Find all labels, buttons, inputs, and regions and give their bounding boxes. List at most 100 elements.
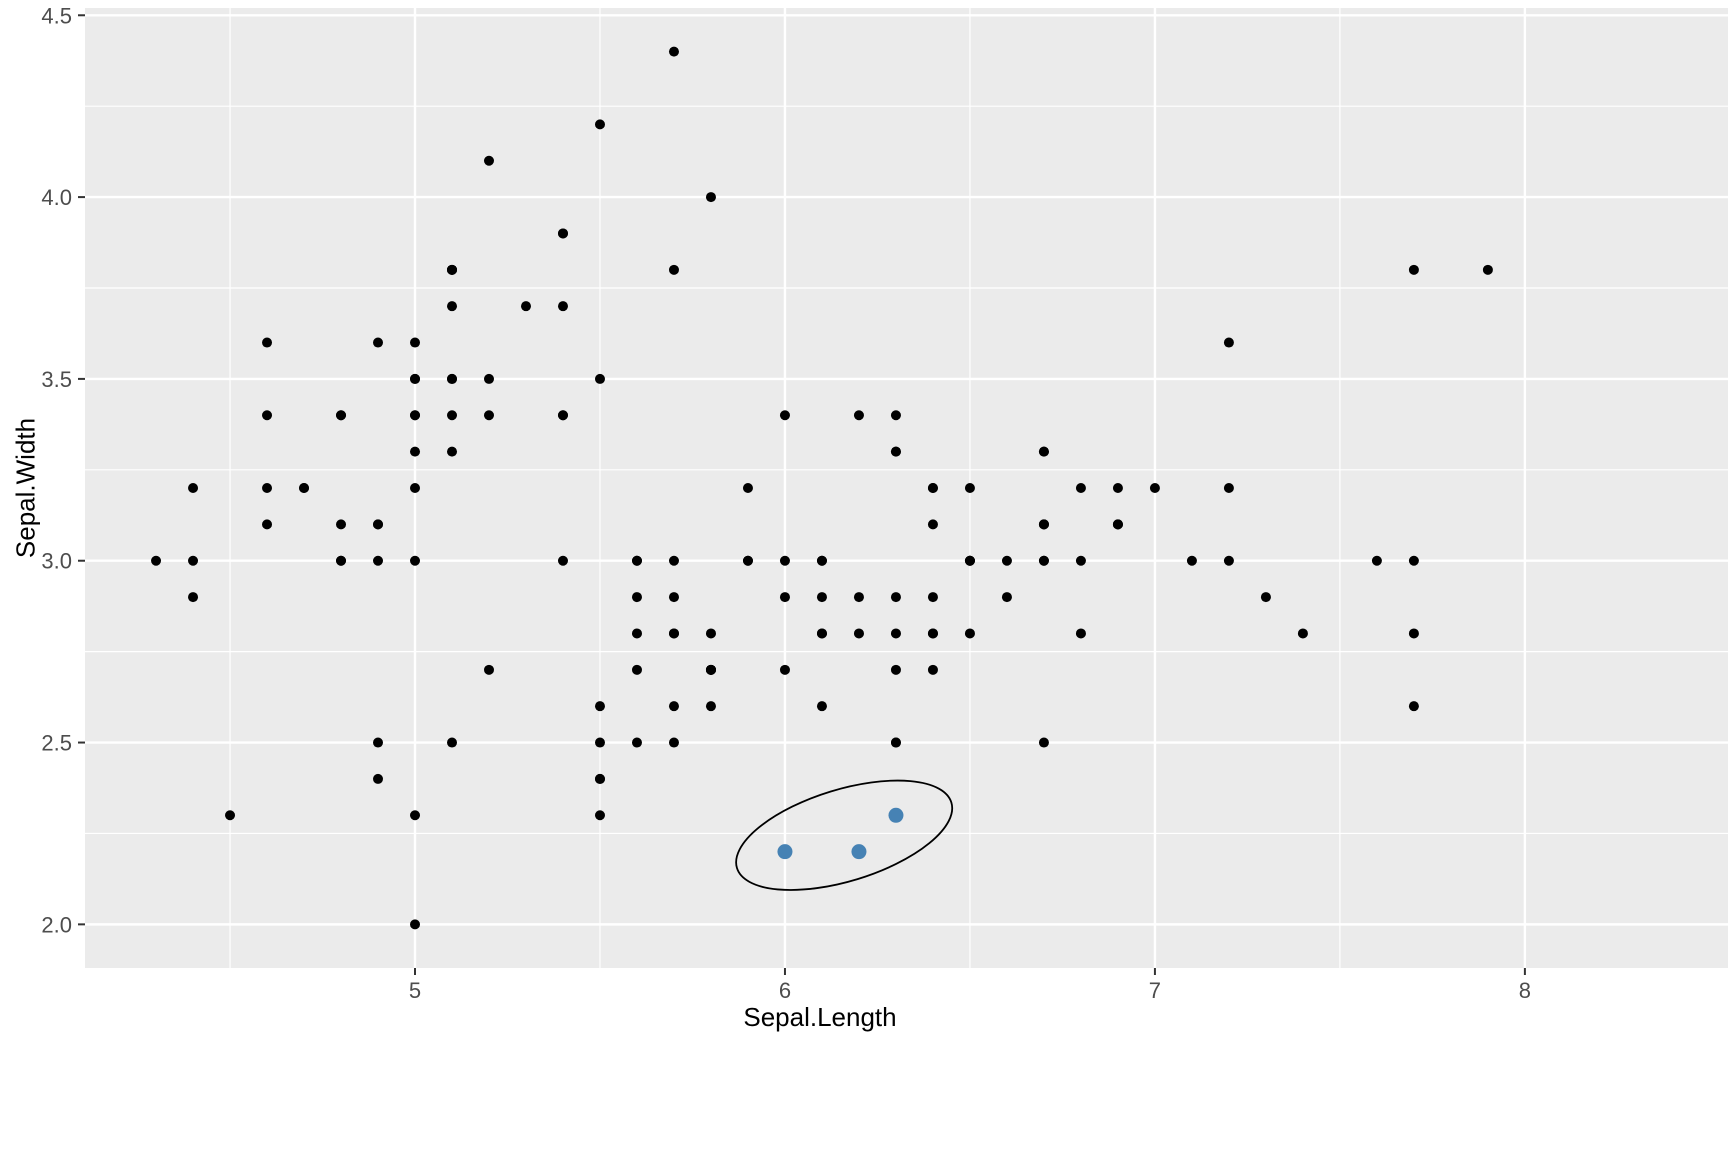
data-point (890, 446, 901, 457)
plot-panel (85, 8, 1728, 968)
data-point (1112, 483, 1123, 493)
data-point (1149, 483, 1160, 493)
data-point (410, 919, 421, 930)
data-point (631, 628, 642, 639)
data-point (594, 810, 605, 821)
data-point (705, 664, 716, 675)
data-point (927, 664, 938, 675)
data-point (262, 337, 273, 348)
x-tick-label: 5 (409, 978, 421, 1003)
data-point (557, 555, 568, 566)
data-point (890, 592, 901, 603)
data-point (410, 810, 421, 821)
data-point (668, 264, 679, 275)
y-tick-label: 2.5 (41, 731, 72, 756)
data-point (373, 773, 384, 784)
annotation-ellipse (735, 779, 954, 891)
data-point (853, 410, 864, 421)
data-point (410, 410, 421, 421)
data-point (1297, 628, 1308, 639)
y-tick-label: 3.5 (41, 367, 72, 392)
data-point (779, 592, 790, 603)
data-point (779, 410, 790, 421)
y-tick-label: 4.5 (41, 3, 72, 28)
data-point (557, 301, 568, 312)
data-point (927, 519, 938, 530)
data-point (447, 410, 458, 421)
data-point (373, 519, 384, 530)
x-tick-label: 8 (1519, 978, 1531, 1003)
data-point (1260, 592, 1271, 603)
data-point (1075, 555, 1086, 566)
data-point (890, 410, 901, 421)
y-tick-label: 2.0 (41, 912, 72, 937)
data-point (668, 628, 679, 639)
data-point (483, 664, 494, 675)
y-tick-label: 4.0 (41, 185, 72, 210)
data-point (594, 701, 605, 712)
data-point (1038, 737, 1049, 748)
data-point (890, 737, 901, 748)
data-point (1408, 628, 1419, 639)
data-point (483, 155, 494, 166)
data-point (373, 737, 384, 748)
data-point (779, 664, 790, 675)
data-point (336, 555, 347, 566)
data-point (188, 555, 199, 566)
data-point (594, 373, 605, 384)
data-point (964, 483, 975, 493)
data-point (927, 628, 938, 639)
data-point (668, 555, 679, 566)
data-point (1001, 555, 1012, 566)
data-point (1408, 701, 1419, 712)
y-tick-label: 3.0 (41, 549, 72, 574)
data-point (151, 555, 162, 566)
data-point (225, 810, 236, 821)
data-point (447, 373, 458, 384)
data-point (779, 555, 790, 566)
data-point (520, 301, 531, 312)
data-point (410, 373, 421, 384)
data-point (631, 555, 642, 566)
data-point (410, 555, 421, 566)
data-point (1371, 555, 1382, 566)
data-point (594, 773, 605, 784)
data-point (668, 46, 679, 57)
data-point (705, 701, 716, 712)
data-point (668, 592, 679, 603)
data-point (631, 664, 642, 675)
data-point (262, 410, 273, 421)
data-point (1186, 555, 1197, 566)
data-point (483, 373, 494, 384)
data-point (373, 555, 384, 566)
data-point (631, 592, 642, 603)
data-point (410, 446, 421, 457)
data-point (668, 701, 679, 712)
data-point (853, 592, 864, 603)
data-point (1112, 519, 1123, 530)
data-point (594, 737, 605, 748)
data-point (188, 592, 199, 603)
highlighted-point (777, 844, 793, 860)
data-point (1223, 555, 1234, 566)
data-point (705, 628, 716, 639)
data-point (890, 664, 901, 675)
data-point (927, 592, 938, 603)
highlighted-point (851, 844, 867, 860)
data-point (1223, 337, 1234, 348)
data-point (742, 483, 753, 493)
data-point (557, 410, 568, 421)
data-point (410, 337, 421, 348)
data-point (373, 337, 384, 348)
data-point (964, 555, 975, 566)
data-point (262, 519, 273, 530)
data-point (1223, 483, 1234, 493)
data-point (1038, 519, 1049, 530)
data-point (816, 628, 827, 639)
data-point (447, 737, 458, 748)
data-point (410, 483, 421, 493)
data-point (1038, 446, 1049, 457)
data-point (299, 483, 310, 493)
data-point (816, 701, 827, 712)
